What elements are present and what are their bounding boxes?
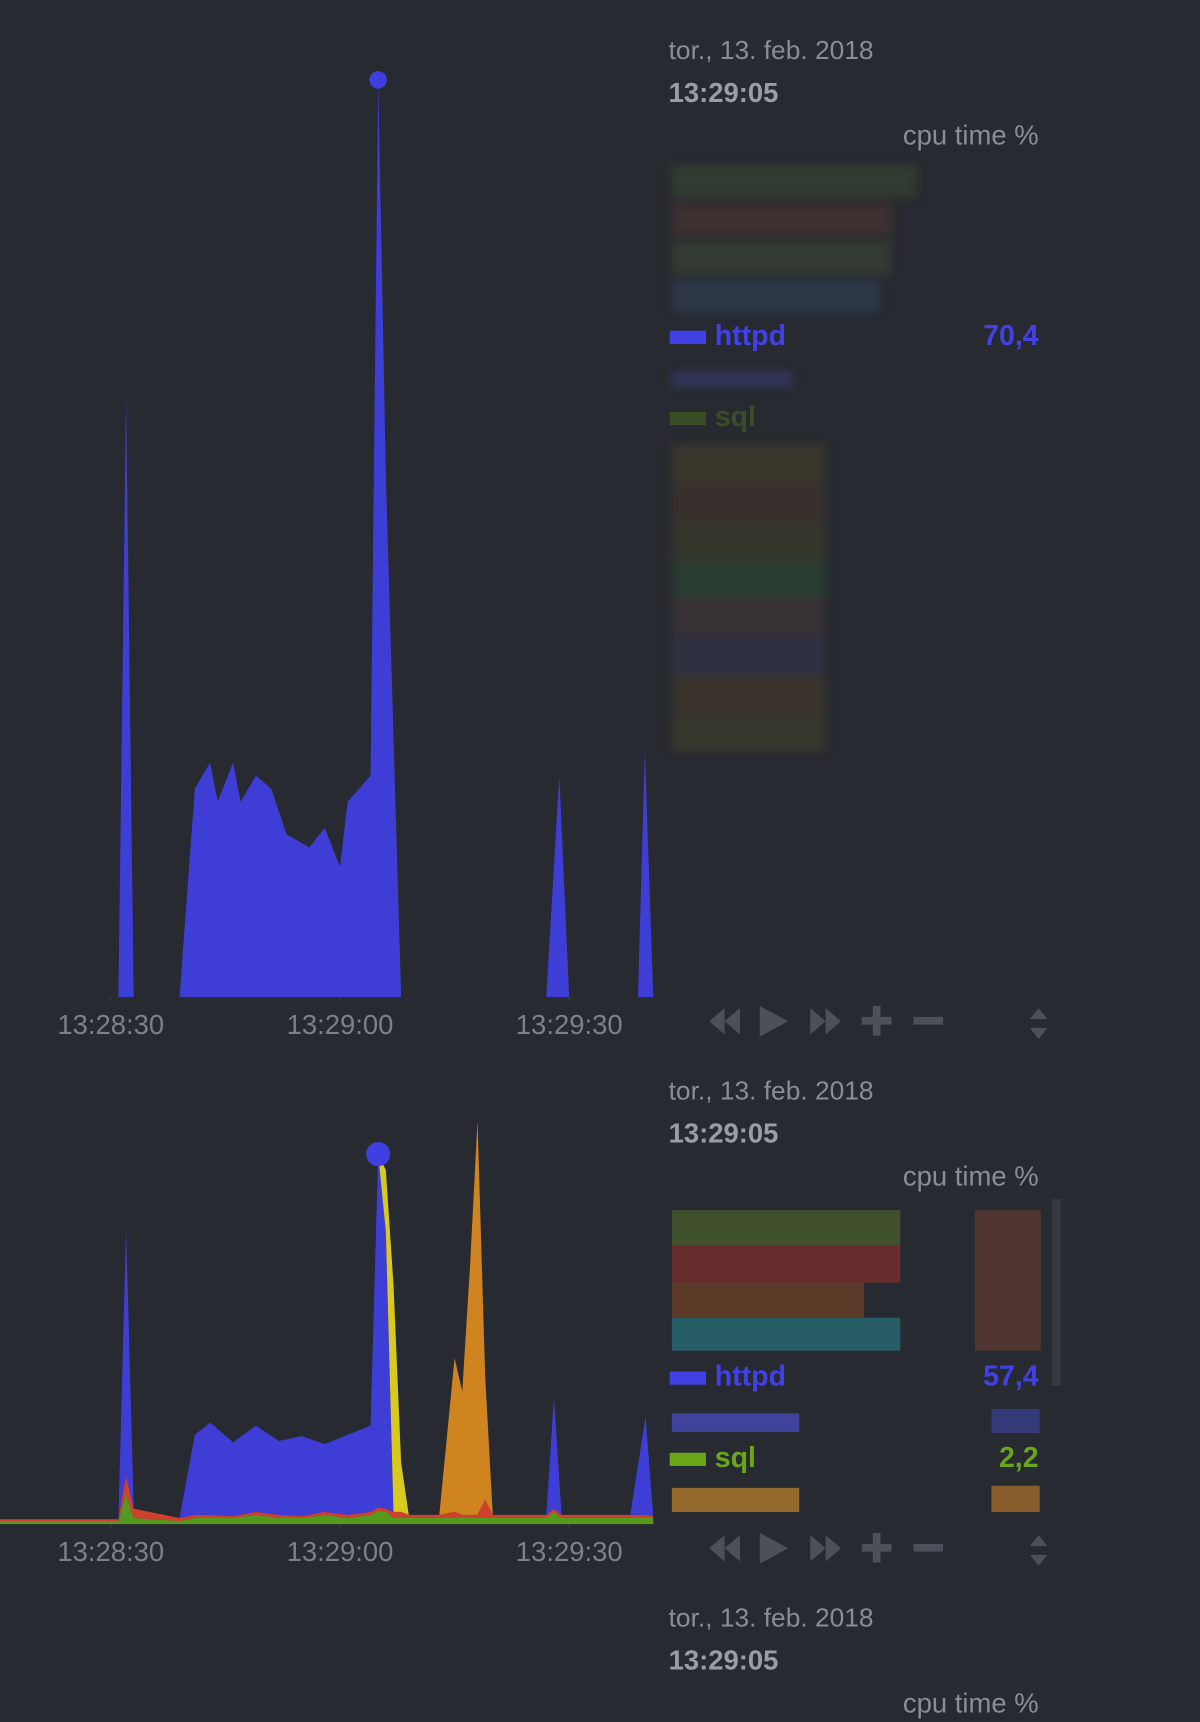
legend-item[interactable]: httpd 70,4 — [669, 320, 1039, 352]
legend-value: 2,2 — [999, 1442, 1039, 1474]
date: tor., 13. feb. 2018 — [669, 35, 874, 65]
area — [0, 1154, 654, 1520]
play-button[interactable] — [759, 1005, 789, 1037]
zoom-in-button[interactable] — [861, 1532, 892, 1563]
legend-swatch — [669, 1452, 706, 1466]
legend-name: sql — [715, 401, 756, 433]
legend-name: sql — [715, 1442, 756, 1474]
time: 13:29:05 — [669, 77, 779, 108]
x-tick-label: 13:29:00 — [287, 1536, 394, 1567]
blurred-legend — [671, 1199, 1061, 1513]
play-button[interactable] — [759, 1532, 789, 1564]
hover-point — [369, 71, 387, 89]
forward-button[interactable] — [810, 1008, 841, 1035]
x-tick-label: 13:29:00 — [287, 1009, 394, 1040]
time: 13:29:05 — [669, 1645, 779, 1676]
resize-handle[interactable] — [1029, 1535, 1048, 1566]
x-tick-label: 13:29:30 — [516, 1009, 623, 1040]
units: cpu time % — [903, 120, 1039, 151]
area — [0, 1493, 654, 1525]
time: 13:29:05 — [669, 1118, 779, 1149]
x-tick-label: 13:28:30 — [57, 1009, 164, 1040]
units: cpu time % — [903, 1161, 1039, 1192]
zoom-out-button[interactable] — [913, 1016, 944, 1025]
units: cpu time % — [903, 1688, 1039, 1719]
resize-handle[interactable] — [1029, 1008, 1048, 1039]
chart-controls[interactable] — [709, 1532, 1048, 1566]
rewind-button[interactable] — [709, 1008, 740, 1035]
legend-swatch — [669, 330, 706, 344]
legend-item[interactable]: sql 2,2 — [669, 1442, 1039, 1474]
blurred-legend — [671, 164, 917, 753]
legend-value: 70,4 — [983, 320, 1039, 352]
hover-point — [366, 1141, 391, 1167]
legend-value: 57,4 — [983, 1361, 1039, 1393]
legend-name: httpd — [715, 1361, 786, 1393]
area — [0, 1474, 654, 1522]
date: tor., 13. feb. 2018 — [669, 1076, 874, 1106]
legend-name: httpd — [715, 320, 786, 352]
legend-item[interactable]: sql — [669, 401, 756, 433]
zoom-out-button[interactable] — [913, 1543, 944, 1552]
x-tick-label: 13:29:30 — [516, 1536, 623, 1567]
date: tor., 13. feb. 2018 — [669, 1603, 874, 1633]
legend-swatch — [669, 411, 706, 426]
legend-item[interactable]: httpd 57,4 — [669, 1361, 1039, 1393]
area — [0, 79, 654, 998]
rewind-button[interactable] — [709, 1535, 740, 1562]
x-tick-label: 13:28:30 — [57, 1536, 164, 1567]
legend-swatch — [669, 1371, 706, 1385]
zoom-in-button[interactable] — [861, 1005, 892, 1036]
forward-button[interactable] — [810, 1535, 841, 1562]
chart-controls[interactable] — [709, 1005, 1048, 1039]
